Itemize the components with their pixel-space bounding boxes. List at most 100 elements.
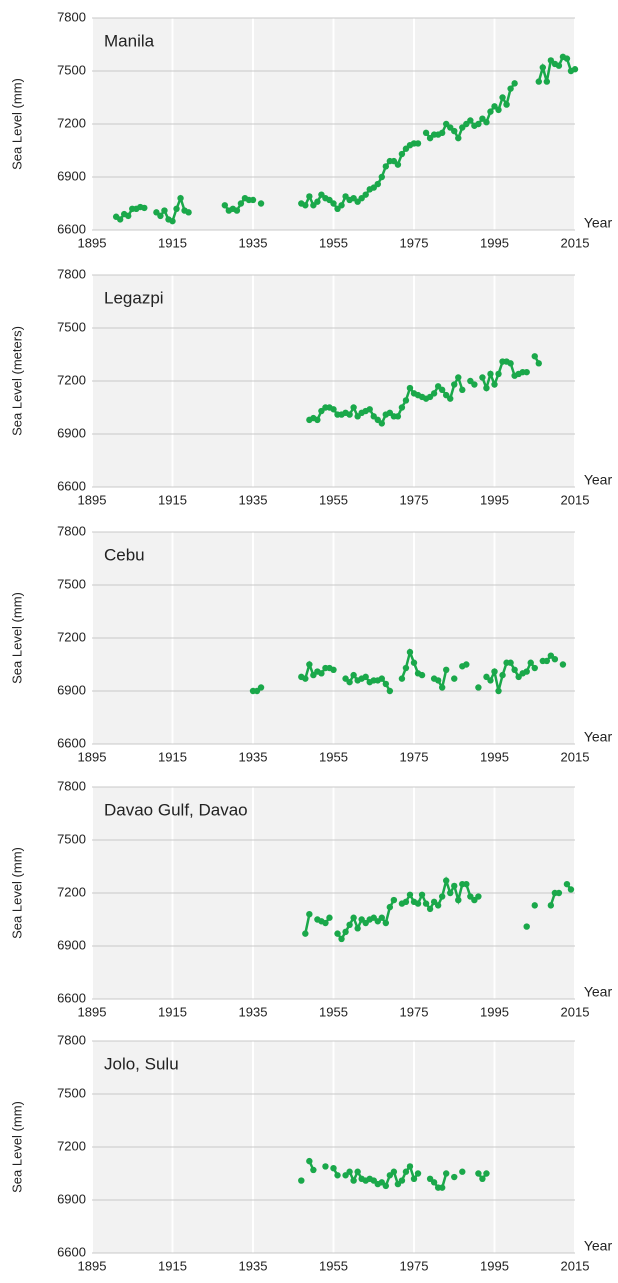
- data-point: [398, 675, 406, 682]
- y-tick-label: 6600: [57, 735, 86, 750]
- x-tick-label: 1915: [158, 492, 187, 507]
- y-tick-label: 6900: [57, 425, 86, 440]
- data-point: [451, 675, 458, 682]
- data-point: [539, 64, 546, 71]
- data-point: [487, 108, 494, 115]
- x-tick-label: 1975: [400, 1258, 429, 1273]
- data-point: [314, 416, 321, 424]
- data-point: [382, 163, 390, 170]
- data-point: [503, 101, 510, 108]
- y-axis-label: Sea Level (mm): [9, 847, 24, 939]
- panel-title: Cebu: [104, 545, 145, 564]
- y-tick-label: 7500: [57, 576, 86, 591]
- data-point: [475, 684, 482, 691]
- data-point: [116, 216, 124, 223]
- y-tick-label: 6900: [57, 682, 86, 697]
- data-point: [459, 386, 466, 394]
- data-point: [475, 120, 482, 128]
- y-tick-label: 7800: [57, 266, 86, 281]
- x-tick-label: 1915: [158, 749, 187, 764]
- data-point: [451, 882, 458, 890]
- data-point: [463, 880, 470, 888]
- panel-title: Legazpi: [104, 288, 164, 307]
- data-point: [511, 666, 518, 673]
- data-point: [507, 659, 514, 666]
- data-point: [257, 684, 265, 691]
- data-point: [414, 1170, 422, 1177]
- data-point: [487, 677, 494, 684]
- data-point: [438, 386, 446, 394]
- data-point: [249, 196, 257, 204]
- data-point: [455, 896, 462, 904]
- data-point: [547, 902, 555, 909]
- data-point: [567, 886, 575, 893]
- x-tick-label: 1895: [78, 235, 107, 250]
- data-point: [443, 1170, 450, 1177]
- data-point: [342, 928, 349, 936]
- data-point: [451, 1173, 458, 1181]
- data-point: [499, 94, 506, 101]
- data-point: [350, 1177, 357, 1184]
- data-point: [418, 671, 426, 679]
- data-point: [362, 191, 369, 198]
- data-point: [402, 1168, 410, 1175]
- data-point: [531, 902, 538, 909]
- data-point: [354, 925, 361, 932]
- data-point: [523, 923, 530, 930]
- data-point: [495, 370, 502, 378]
- data-point: [471, 381, 478, 388]
- data-point: [406, 384, 414, 392]
- data-point: [302, 202, 309, 209]
- data-point: [406, 1163, 414, 1170]
- x-tick-label: 1995: [480, 1004, 509, 1019]
- y-tick-label: 6600: [57, 478, 86, 493]
- data-point: [483, 384, 490, 392]
- data-point: [350, 671, 357, 679]
- data-point: [571, 66, 579, 73]
- data-point: [410, 659, 418, 666]
- data-point: [398, 150, 406, 158]
- data-point: [378, 173, 385, 181]
- data-point: [559, 661, 567, 668]
- data-point: [141, 204, 148, 212]
- data-point: [306, 193, 313, 200]
- y-axis-label: Sea Level (mm): [9, 1101, 24, 1193]
- x-tick-label: 2015: [561, 235, 590, 250]
- data-point: [169, 217, 176, 225]
- data-point: [185, 209, 192, 216]
- data-point: [543, 657, 551, 665]
- data-point: [346, 678, 353, 686]
- data-point: [414, 140, 422, 147]
- x-tick-label: 1935: [239, 1258, 268, 1273]
- x-tick-label: 1895: [78, 1004, 107, 1019]
- data-point: [443, 877, 450, 884]
- x-tick-label: 1955: [319, 749, 348, 764]
- data-point: [463, 661, 470, 668]
- data-point: [483, 1170, 490, 1177]
- data-point: [366, 406, 373, 413]
- data-point: [161, 207, 168, 214]
- x-tick-label: 1935: [239, 492, 268, 507]
- data-point: [455, 374, 462, 381]
- data-point: [382, 919, 390, 927]
- data-point: [326, 914, 333, 921]
- data-point: [438, 1184, 446, 1191]
- data-point: [386, 903, 394, 911]
- data-point: [306, 911, 313, 918]
- x-tick-label: 2015: [561, 1004, 590, 1019]
- x-tick-label: 1955: [319, 1004, 348, 1019]
- data-point: [451, 127, 458, 135]
- data-point: [318, 670, 325, 677]
- data-point: [523, 668, 530, 675]
- x-tick-label: 1995: [480, 235, 509, 250]
- data-point: [535, 78, 542, 85]
- data-point: [563, 880, 571, 888]
- data-point: [362, 673, 369, 681]
- y-tick-label: 6900: [57, 168, 86, 183]
- data-point: [487, 370, 494, 378]
- data-point: [346, 921, 353, 928]
- data-point: [330, 406, 337, 413]
- data-point: [338, 202, 345, 209]
- data-point: [390, 896, 398, 904]
- x-tick-label: 1895: [78, 749, 107, 764]
